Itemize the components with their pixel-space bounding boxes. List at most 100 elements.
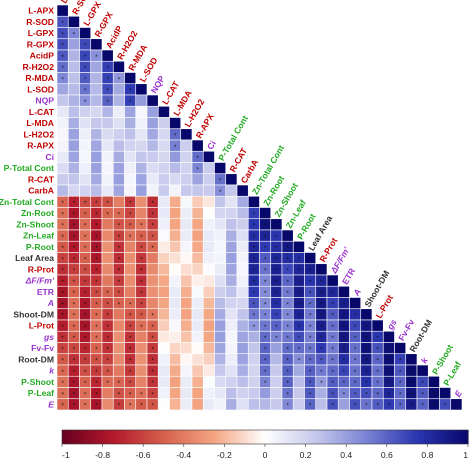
- significance-star: *: [151, 336, 154, 342]
- row-label: P-Total Cont: [4, 163, 55, 173]
- significance-star: *: [151, 224, 154, 230]
- significance-star: *: [219, 179, 222, 185]
- colorbar-segment: [447, 430, 452, 444]
- significance-star: *: [129, 224, 132, 230]
- colorbar-segment: [281, 430, 286, 444]
- heatmap-cell: [112, 94, 125, 107]
- heatmap-cell: [214, 319, 227, 332]
- significance-star: *: [275, 336, 278, 342]
- significance-star: *: [365, 404, 368, 410]
- significance-star: *: [275, 280, 278, 286]
- colorbar-segment: [254, 430, 259, 444]
- significance-star: *: [118, 224, 121, 230]
- significance-star: *: [84, 257, 87, 263]
- significance-star: *: [73, 314, 76, 320]
- heatmap-cell: [202, 319, 215, 332]
- heatmap-cell: [371, 319, 384, 332]
- heatmap-cell: [180, 375, 193, 388]
- colorbar-segment: [136, 430, 141, 444]
- colorbar-segment: [413, 430, 418, 444]
- heatmap-cell: [202, 252, 215, 265]
- colorbar-segment: [349, 430, 354, 444]
- colorbar-segment: [190, 430, 195, 444]
- heatmap-cell: [315, 387, 328, 400]
- heatmap-cell: [202, 364, 215, 377]
- heatmap-cell: [304, 252, 317, 265]
- heatmap-cell: [135, 342, 148, 355]
- significance-star: *: [106, 325, 109, 331]
- heatmap-cell: [394, 342, 407, 355]
- heatmap-cell: [236, 398, 249, 411]
- significance-star: *: [286, 280, 289, 286]
- row-label: R-H2O2: [22, 62, 54, 72]
- significance-star: *: [73, 404, 76, 410]
- heatmap-cell: [191, 297, 204, 310]
- heatmap-cell: [270, 387, 283, 400]
- significance-star: *: [95, 280, 98, 286]
- heatmap-cell: [56, 105, 69, 118]
- significance-star: *: [140, 280, 143, 286]
- heatmap-cell: [146, 117, 159, 130]
- significance-star: *: [61, 359, 64, 365]
- heatmap-cell: [67, 60, 80, 73]
- significance-star: *: [61, 280, 64, 286]
- significance-star: *: [298, 359, 301, 365]
- significance-star: *: [129, 201, 132, 207]
- colorbar-segment: [336, 430, 341, 444]
- significance-star: *: [118, 257, 121, 263]
- significance-star: *: [410, 392, 413, 398]
- heatmap-cell: [135, 207, 148, 220]
- heatmap-cell: [101, 117, 114, 130]
- colorbar-segment: [258, 430, 263, 444]
- significance-star: *: [410, 370, 413, 376]
- heatmap-cell: [180, 128, 193, 141]
- significance-star: *: [95, 314, 98, 320]
- significance-star: *: [264, 359, 267, 365]
- significance-star: *: [151, 325, 154, 331]
- row-label: gs: [43, 332, 54, 342]
- significance-star: *: [253, 257, 256, 263]
- significance-star: *: [84, 347, 87, 353]
- heatmap-cell: [202, 297, 215, 310]
- row-label: k: [49, 366, 55, 376]
- heatmap-cell: [124, 162, 137, 175]
- heatmap-cell: [225, 184, 238, 197]
- significance-star: *: [365, 347, 368, 353]
- heatmap-cell: [236, 342, 249, 355]
- significance-star: *: [174, 145, 177, 151]
- heatmap-cell: [112, 308, 125, 321]
- significance-star: *: [399, 404, 402, 410]
- colorbar-segment: [112, 430, 117, 444]
- heatmap-cell: [67, 150, 80, 163]
- colorbar-segment: [139, 430, 144, 444]
- colorbar-segment: [315, 430, 320, 444]
- heatmap-cell: [157, 364, 170, 377]
- heatmap-cell: [67, 15, 80, 28]
- heatmap-cell: [169, 162, 182, 175]
- heatmap-cell: [247, 398, 260, 411]
- colorbar-segment: [177, 430, 182, 444]
- heatmap-cell: [236, 297, 249, 310]
- heatmap-cell: [169, 229, 182, 242]
- heatmap-cell: [191, 308, 204, 321]
- colorbar-segment: [62, 430, 66, 444]
- significance-star: *: [84, 336, 87, 342]
- heatmap-cell: [169, 330, 182, 343]
- significance-star: *: [376, 370, 379, 376]
- heatmap-cell: [337, 285, 350, 298]
- heatmap-cell: [236, 274, 249, 287]
- significance-star: *: [106, 314, 109, 320]
- heatmap-cell: [214, 252, 227, 265]
- heatmap-cell: [157, 105, 170, 118]
- colorbar-segment: [68, 430, 73, 444]
- significance-star: *: [95, 336, 98, 342]
- significance-star: *: [84, 66, 87, 72]
- heatmap-cell: [214, 207, 227, 220]
- significance-star: *: [95, 370, 98, 376]
- significance-star: *: [343, 347, 346, 353]
- significance-star: *: [84, 381, 87, 387]
- heatmap-cell: [112, 117, 125, 130]
- heatmap-cell: [56, 139, 69, 152]
- significance-star: *: [106, 66, 109, 72]
- significance-star: *: [275, 235, 278, 241]
